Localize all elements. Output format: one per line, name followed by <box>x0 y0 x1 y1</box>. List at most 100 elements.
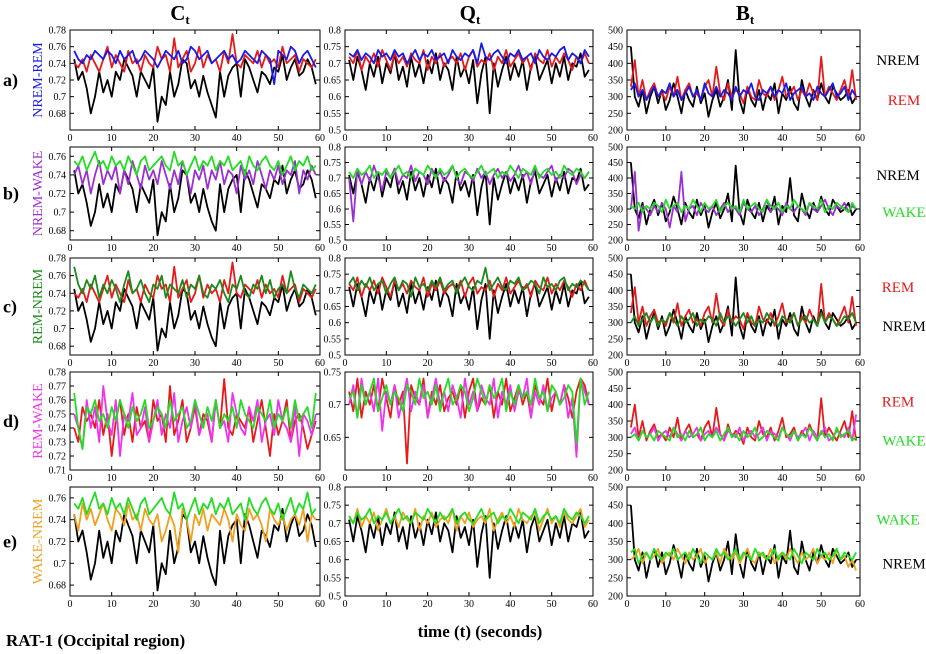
panel-a-bt-series-nrem <box>630 46 857 118</box>
panel-b-qt-xtick-label: 50 <box>547 243 557 254</box>
panel-a-qt-ytick-label: 0.5 <box>329 126 342 137</box>
panel-b-bt-xtick-label: 10 <box>661 243 671 254</box>
panel-c-qt-xtick-label: 0 <box>343 358 348 369</box>
panel-c-qt-ytick-label: 0.5 <box>329 351 342 362</box>
row-label-b: b) <box>3 184 19 205</box>
panel-b-bt-ytick-label: 400 <box>608 174 623 185</box>
panel-c-bt-xtick-label: 30 <box>739 358 749 369</box>
panel-a-qt-ytick-label: 0.55 <box>324 109 342 120</box>
panel-c-ct-ytick-label: 0.7 <box>54 324 67 335</box>
panel-e-ct-xtick-label: 60 <box>315 599 325 610</box>
panel-b-ct-xtick-label: 50 <box>273 243 283 254</box>
column-header-bt: Bt <box>736 1 755 27</box>
panel-c-ct-xtick-label: 30 <box>190 358 200 369</box>
panel-a-bt-ytick-label: 450 <box>608 42 623 53</box>
panel-d-qt-ytick-label: 0.75 <box>324 368 342 379</box>
panel-d-bt: 0 10 20 30 40 50 60 200 250 300 350 400 450 500 <box>608 368 865 485</box>
panel-e-bt-xtick-label: 60 <box>855 599 865 610</box>
panel-a-qt-ytick-label: 0.7 <box>329 59 342 70</box>
panel-e-bt-series-wake <box>630 547 857 565</box>
panel-c-ct-series-rem-green <box>73 266 317 303</box>
panel-c-bt-ytick-label: 250 <box>608 334 623 345</box>
panel-c-ct-ytick-label: 0.68 <box>49 342 67 353</box>
panel-e-bt-ytick-label: 250 <box>608 573 623 584</box>
panel-e-bt-xtick-label: 20 <box>700 599 710 610</box>
panel-a-qt-series-nrem-second <box>348 42 590 65</box>
panel-e-bt-ytick-label: 450 <box>608 501 623 512</box>
panel-e-qt-series-wake <box>348 507 590 525</box>
panel-c-bt-xtick-label: 40 <box>777 358 787 369</box>
panel-d-bt-xtick-label: 40 <box>777 473 787 484</box>
panel-a-ct-ytick-label: 0.74 <box>49 59 67 70</box>
panel-d-ct-ytick-label: 0.73 <box>49 438 67 449</box>
panel-a-qt-ytick-label: 0.75 <box>324 42 342 53</box>
panel-c-ct-xtick-label: 50 <box>273 358 283 369</box>
panel-e-ct-series-wake <box>73 491 317 521</box>
panel-a-qt-ytick-label: 0.65 <box>324 76 342 87</box>
panel-e-qt-xtick-label: 40 <box>505 599 515 610</box>
panel-d-qt: 0 10 20 30 40 50 60 0.65 0.7 0.75 <box>324 368 599 485</box>
panel-a-ct-series-rem-second <box>73 45 317 86</box>
panel-b-ct-xtick-label: 40 <box>232 243 242 254</box>
panel-d-bt-ytick-label: 400 <box>608 400 623 411</box>
panel-b-bt-ytick-label: 450 <box>608 158 623 169</box>
panel-a-bt-xtick-label: 40 <box>777 133 787 144</box>
panel-e-ct-ytick-label: 0.68 <box>49 581 67 592</box>
row-label-d: d) <box>3 411 19 432</box>
panel-b-ct-xtick-label: 60 <box>315 243 325 254</box>
panel-c-qt-series-rem-green <box>348 266 590 298</box>
panel-e-qt-ytick-label: 0.55 <box>324 573 342 584</box>
panel-d-ct-ytick-label: 0.77 <box>49 382 67 393</box>
panel-d-qt-series-rem <box>348 377 590 465</box>
panel-c-bt-ytick-label: 300 <box>608 318 623 329</box>
panel-a-bt-xtick-label: 30 <box>739 133 749 144</box>
panel-e-qt-xtick-label: 0 <box>343 599 348 610</box>
row-label-a: a) <box>3 70 18 91</box>
panel-e-qt-ytick-label: 0.8 <box>329 483 342 494</box>
panel-c-ct-ytick-label: 0.76 <box>49 271 67 282</box>
panel-d-ct-ytick-label: 0.78 <box>49 368 67 379</box>
panel-b-qt-ytick-label: 0.8 <box>329 143 342 154</box>
panel-a-bt-xtick-label: 60 <box>855 133 865 144</box>
panel-a-ct-xtick-label: 30 <box>190 133 200 144</box>
panel-c-ct-frame <box>69 257 321 356</box>
panel-e-qt-xtick-label: 50 <box>547 599 557 610</box>
panel-c-bt-series-rem-green <box>630 312 857 327</box>
panel-b-qt-xtick-label: 0 <box>343 243 348 254</box>
row-label-c: c) <box>3 297 17 318</box>
panel-a-ct-xtick-label: 10 <box>107 133 117 144</box>
panel-d-bt-xtick-label: 60 <box>855 473 865 484</box>
panel-d-bt-ytick-label: 500 <box>608 368 623 379</box>
panel-d-ct: 0 10 20 30 40 50 60 0.71 0.72 0.73 0.74 0.75 0.76 0.7… <box>49 368 326 485</box>
panel-e-bt-xtick-label: 0 <box>625 599 630 610</box>
panel-a-ct: 0 10 20 30 40 50 60 0.68 0.7 0.72 0.74 0.76 0.78 <box>49 26 326 145</box>
panel-d-bt-frame <box>626 371 861 471</box>
panel-d-ct-ytick-label: 0.72 <box>49 452 67 463</box>
panel-b-ct-series-wake <box>73 150 317 176</box>
panel-d-qt-xtick-label: 40 <box>505 473 515 484</box>
panel-c-bt-ytick-label: 500 <box>608 254 623 265</box>
panel-b-qt-series-nrem <box>348 167 590 226</box>
panel-a-bt-ytick-label: 250 <box>608 109 623 120</box>
panel-c-qt-ytick-label: 0.55 <box>324 334 342 345</box>
panel-a-ct-ytick-label: 0.7 <box>54 92 67 103</box>
panel-a-ct-ytick-label: 0.76 <box>49 42 67 53</box>
panel-e-bt-xtick-label: 30 <box>739 599 749 610</box>
panel-b-bt-ytick-label: 250 <box>608 220 623 231</box>
panel-b-qt-xtick-label: 40 <box>505 243 515 254</box>
panel-a-bt-xtick-label: 20 <box>700 133 710 144</box>
legend-entry-a-nrem: NREM <box>876 53 919 69</box>
panel-b-bt-ytick-label: 200 <box>608 236 623 247</box>
panel-e-qt: 0 10 20 30 40 50 60 0.5 0.55 0.6 0.65 0.7 0.75 0.8 <box>324 483 599 611</box>
panel-e-qt-ytick-label: 0.75 <box>324 501 342 512</box>
panel-e-bt: 0 10 20 30 40 50 60 200 250 300 350 400 450 500 <box>608 483 865 611</box>
legend-entry-b-nrem: NREM <box>876 168 919 184</box>
panel-a-bt-ytick-label: 200 <box>608 126 623 137</box>
panel-e-qt-xtick-label: 60 <box>588 599 598 610</box>
panel-d-ct-xtick-label: 60 <box>315 473 325 484</box>
panel-c-qt: 0 10 20 30 40 50 60 0.5 0.55 0.6 0.65 0.7 0.75 0.8 <box>324 254 599 370</box>
panel-c-ct-ytick-label: 0.78 <box>49 254 67 265</box>
panel-b-qt-xtick-label: 30 <box>464 243 474 254</box>
panel-c-qt-series-nrem <box>348 279 590 340</box>
